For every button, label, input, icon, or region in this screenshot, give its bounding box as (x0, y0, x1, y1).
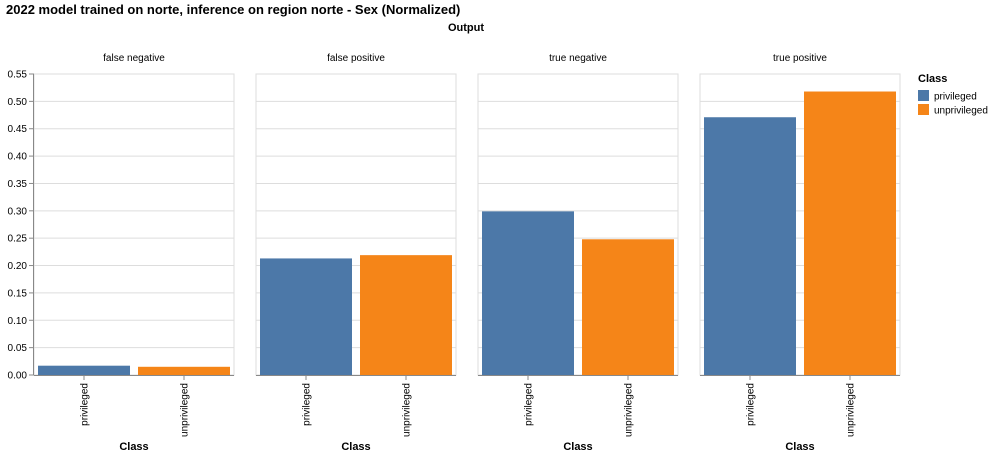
bar-unprivileged[interactable] (582, 239, 674, 375)
x-axis-title: Class (341, 441, 370, 453)
x-tick-label: privileged (80, 383, 91, 426)
y-tick-label: 0.35 (8, 179, 28, 190)
bar-privileged[interactable] (38, 365, 130, 375)
y-tick-label: 0.55 (8, 70, 28, 81)
x-axis-title: Class (563, 441, 592, 453)
gridlines (34, 73, 234, 376)
legend-swatch-unprivileged (918, 104, 929, 115)
bar-unprivileged[interactable] (138, 366, 230, 375)
y-tick-label: 0.40 (8, 152, 28, 163)
legend: Class privileged unprivileged (918, 73, 988, 117)
y-tick-label: 0.15 (8, 288, 28, 299)
y-tick-label: 0.45 (8, 124, 28, 135)
chart-title: 2022 model trained on norte, inference o… (6, 2, 460, 17)
y-tick-label: 0.50 (8, 97, 28, 108)
facet-panel: false negative privileged unprivileged Clas… (8, 53, 235, 453)
x-tick-label: privileged (302, 383, 313, 426)
x-axis-title: Class (785, 441, 814, 453)
y-tick-label: 0.10 (8, 316, 28, 327)
x-tick-label: unprivileged (402, 383, 413, 437)
y-tick-label: 0.30 (8, 206, 28, 217)
facet-panel: true positive privileged unprivileged Class (699, 53, 901, 453)
y-tick-label: 0.00 (8, 371, 28, 382)
legend-title: Class (918, 73, 947, 85)
y-tick-label: 0.25 (8, 234, 28, 245)
facet-title: true negative (549, 53, 607, 64)
facet-title: false positive (327, 53, 385, 64)
facet-panel: true negative privileged unprivileged Class (477, 53, 679, 453)
facet-title: true positive (773, 53, 827, 64)
bar-privileged[interactable] (482, 211, 574, 375)
facet-panels: false negative privileged unprivileged Clas… (8, 53, 901, 453)
bar-unprivileged[interactable] (804, 91, 896, 375)
facet-title: false negative (103, 53, 165, 64)
x-axis-title: Class (119, 441, 148, 453)
y-tick-label: 0.20 (8, 261, 28, 272)
column-facet-title: Output (448, 22, 484, 34)
x-tick-label: unprivileged (624, 383, 635, 437)
bar-unprivileged[interactable] (360, 255, 452, 375)
bar-privileged[interactable] (260, 258, 352, 375)
x-tick-label: unprivileged (180, 383, 191, 437)
panel-frame (33, 73, 235, 376)
facet-panel: false positive privileged unprivileged Clas… (255, 53, 457, 453)
x-tick-label: privileged (746, 383, 757, 426)
bar-privileged[interactable] (704, 117, 796, 375)
legend-label: unprivileged (934, 106, 988, 117)
legend-label: privileged (934, 92, 977, 103)
y-tick-label: 0.05 (8, 343, 28, 354)
legend-swatch-privileged (918, 90, 929, 101)
x-tick-label: unprivileged (846, 383, 857, 437)
x-tick-label: privileged (524, 383, 535, 426)
